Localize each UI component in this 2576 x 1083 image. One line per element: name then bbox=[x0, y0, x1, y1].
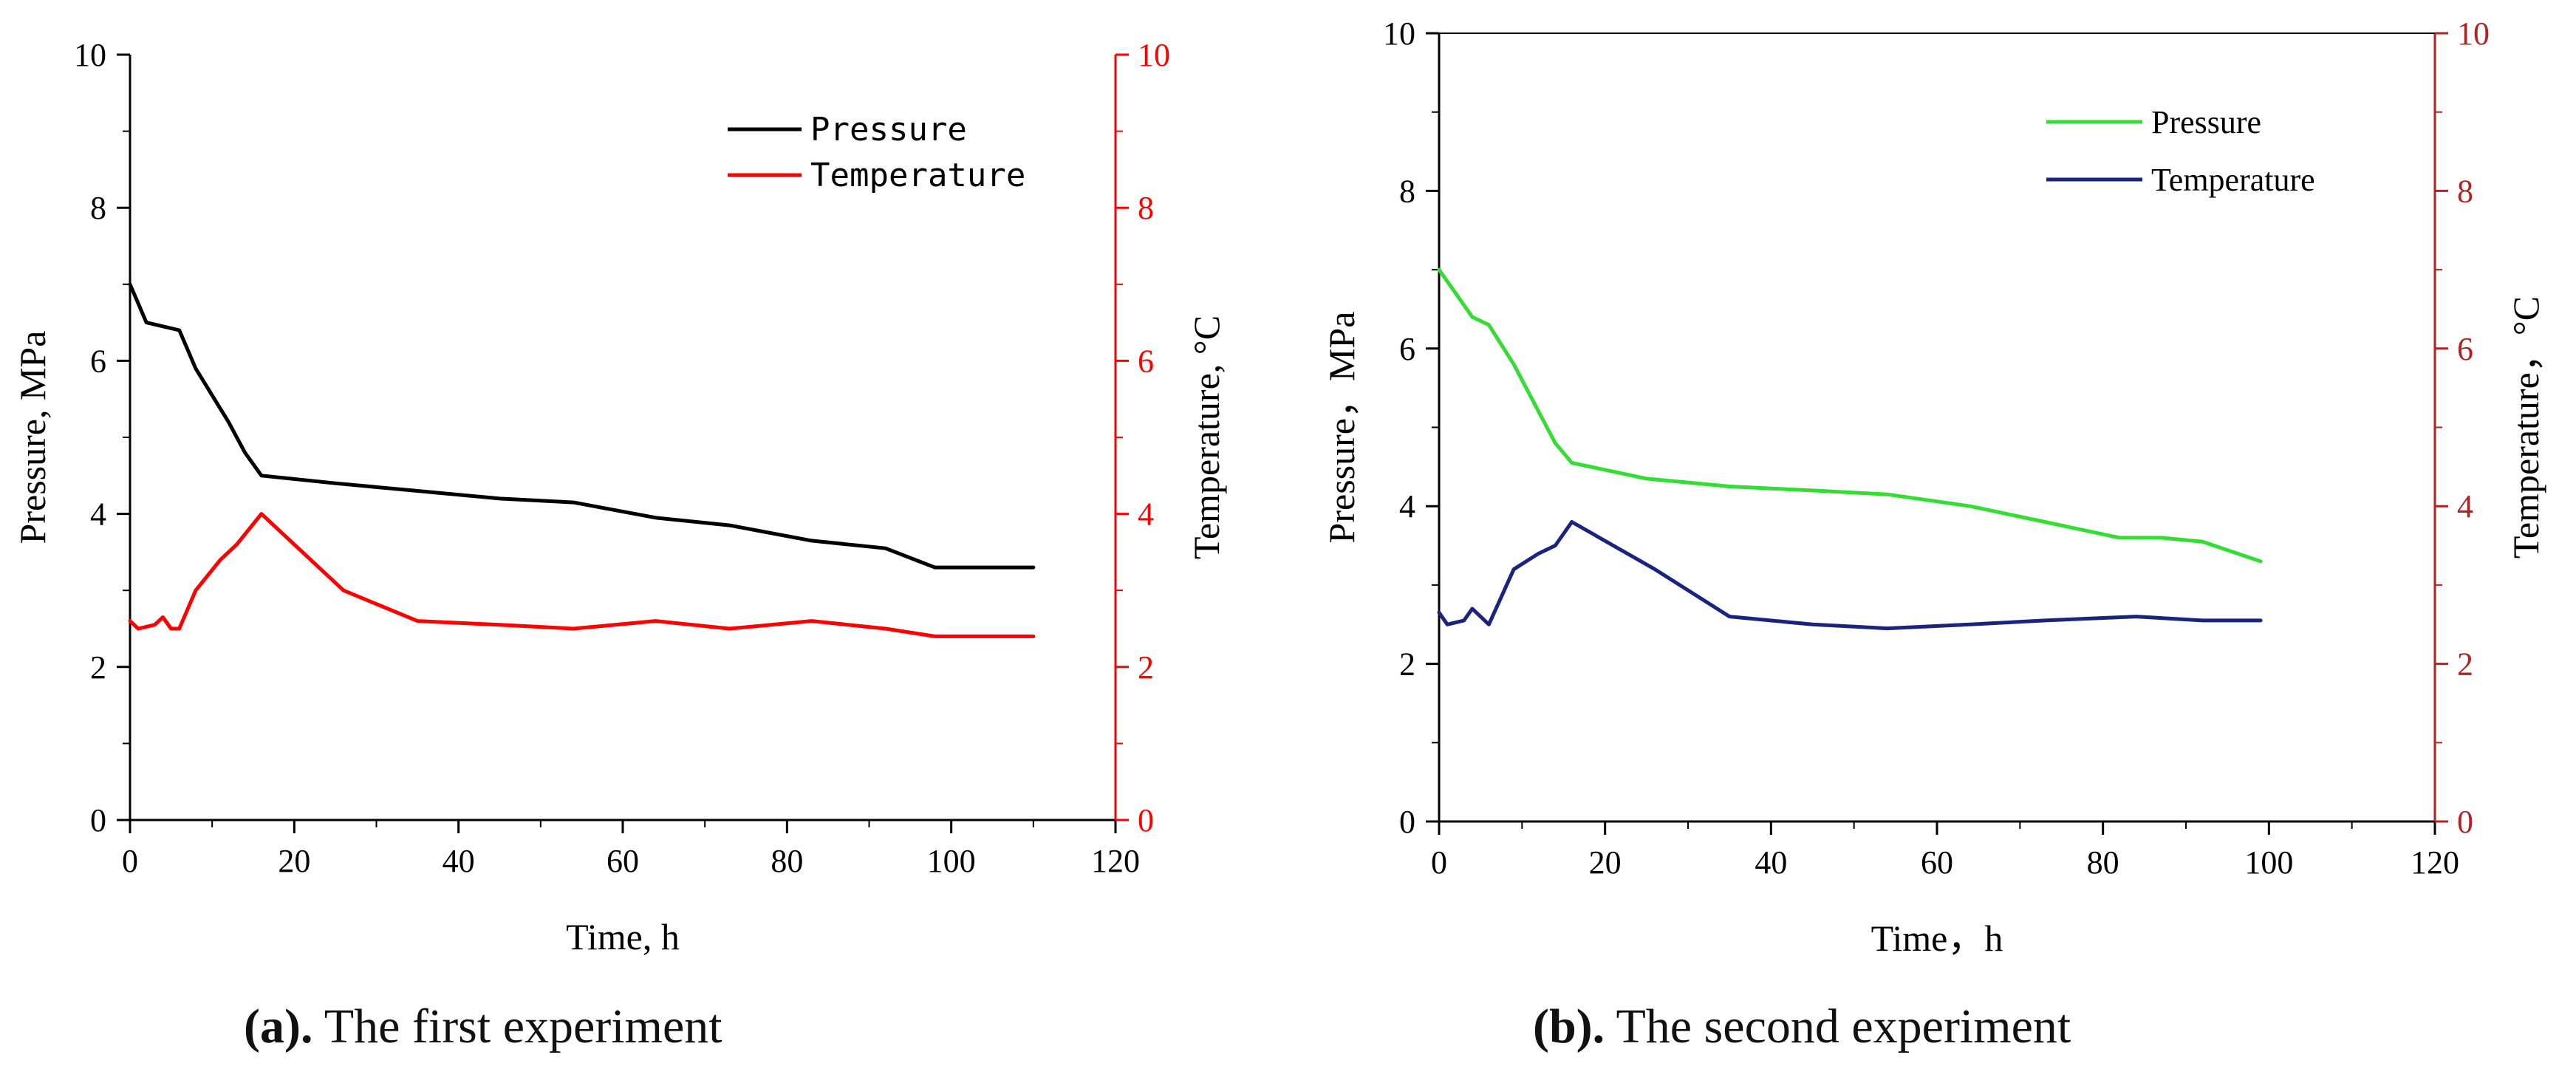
panelb-series-line-pressure bbox=[1437, 267, 2263, 564]
panela-legend-label-pressure: Pressure bbox=[810, 111, 967, 148]
panelb-y-right-tick-label: 2 bbox=[2457, 646, 2473, 683]
panela-y-right-tick-label: 6 bbox=[1138, 343, 1154, 379]
caption-b: (b). The second experiment bbox=[1533, 999, 2071, 1055]
panela-y-left-tick-label: 0 bbox=[90, 802, 106, 838]
panela-x-tick-label: 120 bbox=[1091, 843, 1140, 879]
panelb-x-tick-label: 120 bbox=[2411, 844, 2459, 881]
panelb-legend-label-temperature: Temperature bbox=[2151, 162, 2315, 198]
panela-x-tick-label: 100 bbox=[927, 843, 976, 879]
panela-x-tick-label: 80 bbox=[771, 843, 803, 879]
panelb-y-right-tick-label: 6 bbox=[2457, 331, 2473, 367]
caption-b-text: The second experiment bbox=[1616, 1000, 2071, 1053]
panela-series-line-temperature bbox=[128, 512, 1036, 638]
caption-b-label: (b). bbox=[1533, 1000, 1605, 1053]
panela-legend-label-temperature: Temperature bbox=[810, 157, 1025, 194]
panelb-x-tick-label: 60 bbox=[1921, 844, 1953, 881]
panela-y-left-axis-label: Pressure, MPa bbox=[12, 331, 53, 544]
panela-y-right-tick-label: 8 bbox=[1138, 190, 1154, 226]
panela-y-left-tick-label: 6 bbox=[90, 343, 106, 379]
panelb-y-right-tick-label: 0 bbox=[2457, 804, 2473, 840]
panela-y-right-tick-label: 10 bbox=[1138, 37, 1170, 73]
panela-y-left-tick-label: 2 bbox=[90, 649, 106, 686]
panela-x-tick-label: 60 bbox=[607, 843, 639, 879]
panela-y-right-tick-label: 4 bbox=[1138, 496, 1154, 533]
panelb-y-left-tick-label: 10 bbox=[1383, 16, 1415, 52]
panelb-legend-label-pressure: Pressure bbox=[2151, 104, 2261, 140]
panela-y-left-tick-label: 8 bbox=[90, 190, 106, 226]
panelb-y-right-tick-label: 4 bbox=[2457, 488, 2473, 525]
panela-y-left-tick-label: 4 bbox=[90, 496, 106, 533]
panelb-y-right-tick-label: 8 bbox=[2457, 173, 2473, 209]
panelb-y-left-tick-label: 8 bbox=[1399, 173, 1415, 209]
panelb-x-tick-label: 0 bbox=[1431, 844, 1447, 881]
panelb-x-axis-label: Time，h bbox=[1871, 918, 2003, 959]
panelb-y-left-tick-label: 2 bbox=[1399, 646, 1415, 683]
panela-series-line-pressure bbox=[128, 282, 1036, 570]
panela-y-right-axis-label: Temperature, °C bbox=[1186, 315, 1227, 559]
caption-a: (a). The first experiment bbox=[244, 999, 722, 1055]
caption-a-text: The first experiment bbox=[324, 1000, 722, 1053]
panelb-x-tick-label: 20 bbox=[1589, 844, 1622, 881]
panelb-y-right-tick-label: 10 bbox=[2457, 16, 2490, 52]
panela-y-right-tick-label: 0 bbox=[1138, 802, 1154, 838]
panelb-x-tick-label: 80 bbox=[2087, 844, 2119, 881]
panelb-series-line-temperature bbox=[1437, 520, 2263, 631]
panelb-x-tick-label: 40 bbox=[1755, 844, 1787, 881]
panela-y-left-tick-label: 10 bbox=[74, 37, 106, 73]
panela-y-right-tick-label: 2 bbox=[1138, 649, 1154, 686]
panela-x-tick-label: 40 bbox=[443, 843, 475, 879]
panela-x-tick-label: 20 bbox=[278, 843, 310, 879]
panelb-y-right-axis-label: Temperature，°C bbox=[2505, 296, 2546, 558]
panelb-y-left-tick-label: 0 bbox=[1399, 804, 1415, 840]
panelb-y-left-tick-label: 4 bbox=[1399, 488, 1415, 525]
panelb-y-left-axis-label: Pressure，MPa bbox=[1321, 312, 1362, 544]
panelb-y-left-tick-label: 6 bbox=[1399, 331, 1415, 367]
caption-a-label: (a). bbox=[244, 1000, 313, 1053]
panela-x-axis-label: Time, h bbox=[566, 916, 680, 957]
panelb-x-tick-label: 100 bbox=[2244, 844, 2293, 881]
panela-x-tick-label: 0 bbox=[122, 843, 138, 879]
